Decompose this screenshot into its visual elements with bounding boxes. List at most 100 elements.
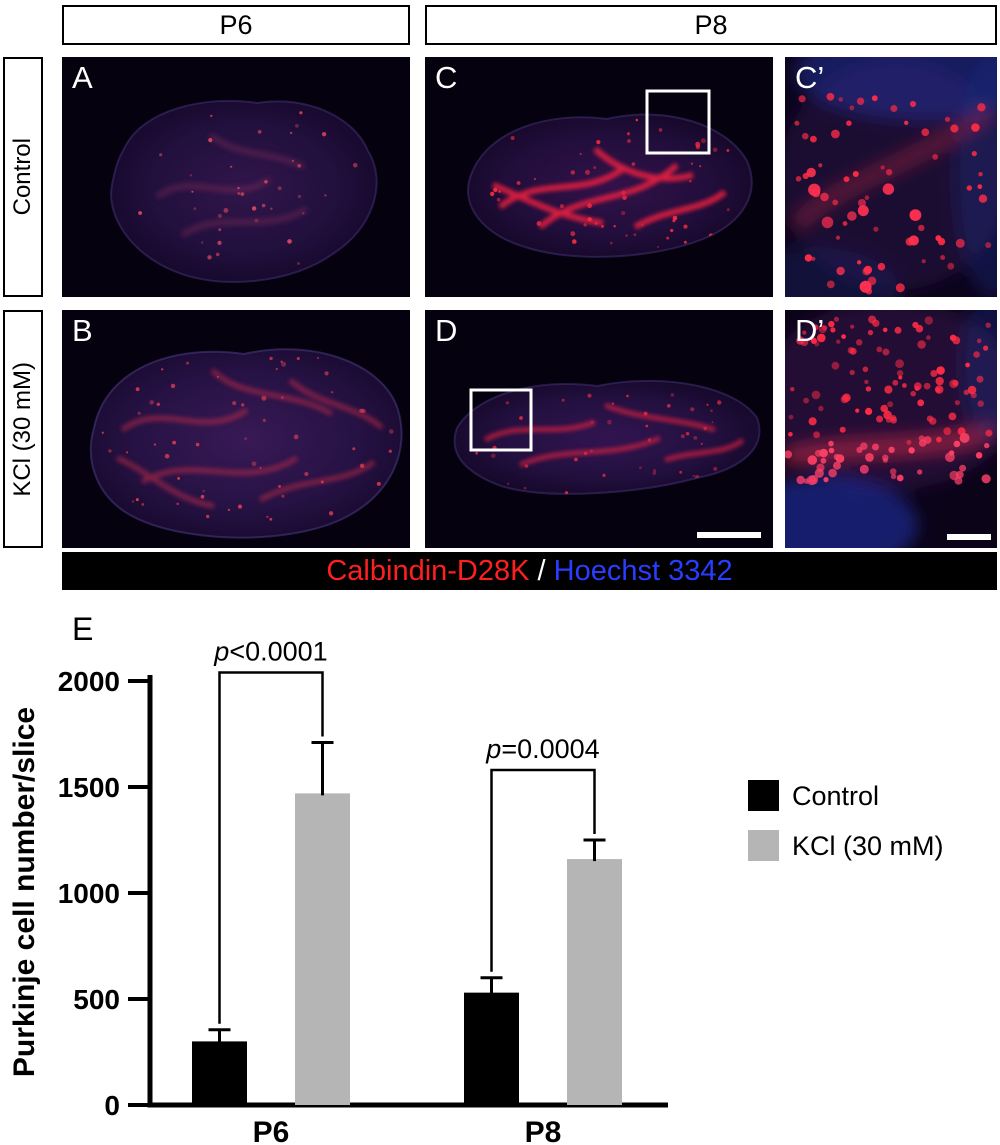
cell-dot — [890, 415, 897, 422]
cell-dot — [126, 451, 129, 454]
cell-dot — [137, 411, 141, 415]
cell-dot — [967, 385, 977, 395]
legend-label: KCl (30 mM) — [792, 831, 944, 861]
cell-dot — [975, 452, 983, 459]
cell-dot — [885, 169, 893, 176]
cell-dot — [264, 180, 268, 184]
cell-dot — [641, 224, 644, 227]
cell-dot — [574, 457, 578, 462]
cell-dot — [590, 420, 594, 424]
cell-dot — [915, 324, 924, 333]
cell-dot — [331, 391, 334, 394]
cell-dot — [918, 439, 927, 447]
cell-dot — [280, 396, 284, 399]
p-value-label: p<0.0001 — [213, 636, 327, 666]
cell-dot — [652, 471, 656, 475]
y-tick-label: 0 — [104, 1090, 120, 1121]
cell-dot — [849, 347, 857, 355]
cell-dot — [726, 149, 730, 152]
cell-dot — [846, 120, 852, 126]
cell-dot — [217, 240, 222, 245]
panel-label-c: C — [435, 60, 458, 95]
cell-dot — [808, 417, 817, 426]
cell-dot — [871, 95, 878, 102]
cell-dot — [948, 412, 957, 421]
cell-dot — [289, 131, 293, 135]
cell-dot — [135, 498, 139, 502]
cell-dot — [857, 205, 869, 217]
cell-dot — [917, 340, 926, 349]
cell-dot — [828, 440, 834, 447]
cell-dot — [108, 449, 112, 453]
cell-dot — [855, 408, 860, 413]
cell-dot — [496, 197, 501, 202]
cell-dot — [328, 511, 334, 516]
cell-dot — [971, 151, 977, 157]
cell-dot — [796, 475, 805, 485]
cell-dot — [533, 177, 536, 181]
cell-dot — [320, 480, 324, 484]
scale-bar — [697, 532, 761, 538]
cell-dot — [583, 223, 587, 227]
cell-dot — [820, 457, 827, 464]
cell-dot — [856, 446, 863, 453]
cell-dot — [882, 327, 888, 333]
cell-dot — [818, 325, 827, 333]
cell-dot — [388, 449, 392, 453]
cell-dot — [570, 170, 575, 175]
cell-dot — [590, 449, 593, 453]
cell-dot — [217, 213, 222, 218]
cell-dot — [971, 123, 980, 132]
cell-dot — [959, 433, 970, 443]
cell-dot — [251, 206, 257, 211]
cell-dot — [278, 485, 281, 488]
cell-dot — [892, 379, 899, 386]
cell-dot — [653, 469, 657, 473]
cell-dot — [876, 415, 884, 423]
row-header-control: Control — [3, 57, 43, 297]
cell-dot — [819, 448, 828, 458]
cell-dot — [884, 385, 893, 394]
cell-dot — [984, 442, 990, 449]
cell-dot — [195, 442, 200, 447]
cell-dot — [593, 166, 597, 169]
stain-separator: / — [529, 554, 554, 587]
cell-dot — [882, 348, 890, 356]
panel-label-b: B — [72, 313, 93, 348]
cell-dot — [843, 176, 850, 183]
cell-dot — [842, 221, 848, 226]
cell-dot — [692, 474, 695, 478]
cell-dot — [297, 164, 301, 168]
cell-dot — [948, 450, 955, 456]
cell-dot — [876, 346, 883, 353]
cell-dot — [193, 207, 197, 211]
column-header-p6-label: P6 — [219, 9, 253, 40]
cell-dot — [240, 192, 245, 197]
cell-dot — [954, 476, 963, 485]
cell-dot — [505, 401, 509, 405]
cell-dot — [657, 245, 659, 248]
cell-dot — [833, 461, 841, 470]
cell-dot — [706, 403, 709, 406]
cell-dot — [798, 95, 806, 103]
cell-dot — [208, 138, 213, 143]
cell-dot — [585, 169, 590, 175]
cell-dot — [161, 368, 164, 371]
cell-dot — [890, 105, 898, 112]
stain-legend-bar: Calbindin-D28K / Hoechst 3342 — [62, 552, 997, 590]
cell-dot — [904, 120, 909, 125]
cell-dot — [261, 395, 267, 401]
cell-dot — [149, 400, 154, 405]
cell-dots-large — [806, 167, 922, 293]
cell-dot — [930, 370, 938, 377]
cell-dot — [564, 491, 569, 494]
cell-dot — [237, 192, 241, 195]
chart-panel-label: E — [72, 611, 93, 647]
cell-dot — [977, 103, 986, 112]
cell-dot — [695, 141, 701, 147]
cell-dot — [251, 461, 257, 467]
cell-dot — [841, 334, 846, 339]
cell-dot — [813, 431, 820, 439]
cell-dot — [795, 176, 802, 182]
cell-dot — [953, 440, 961, 448]
